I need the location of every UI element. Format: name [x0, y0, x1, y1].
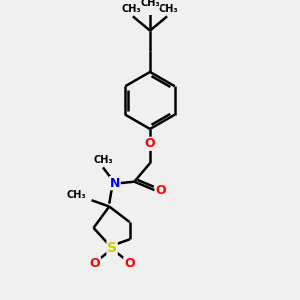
Text: CH₃: CH₃ — [140, 0, 160, 8]
Text: S: S — [107, 241, 117, 255]
Text: CH₃: CH₃ — [93, 155, 113, 165]
Text: O: O — [124, 257, 134, 270]
Text: CH₃: CH₃ — [67, 190, 86, 200]
Text: O: O — [155, 184, 166, 197]
Text: N: N — [110, 177, 120, 190]
Text: CH₃: CH₃ — [122, 4, 141, 14]
Text: O: O — [145, 137, 155, 150]
Text: O: O — [90, 257, 100, 270]
Text: CH₃: CH₃ — [159, 4, 178, 14]
